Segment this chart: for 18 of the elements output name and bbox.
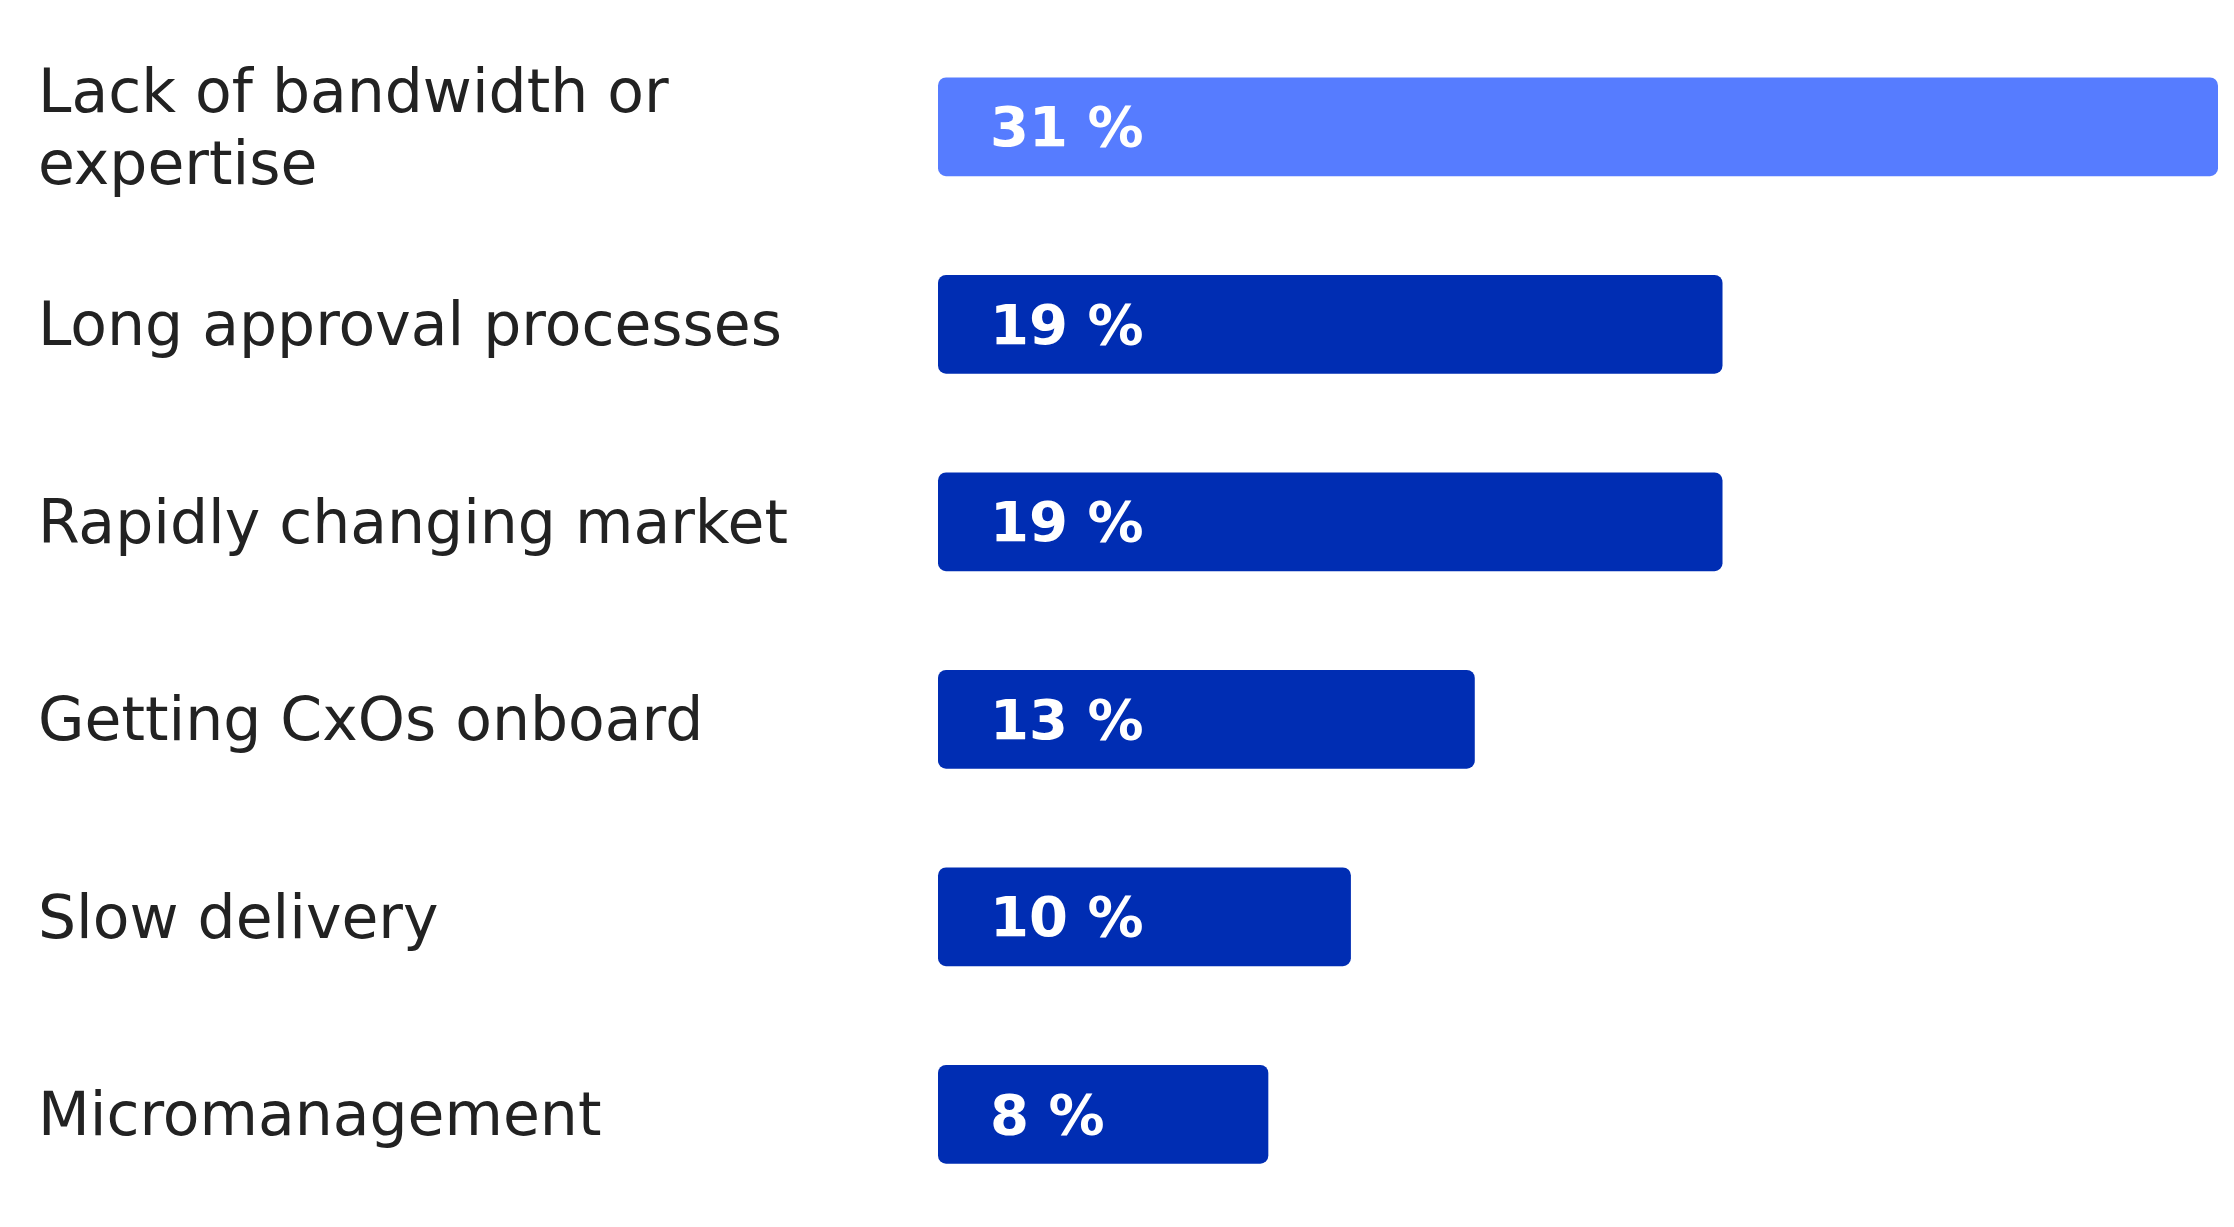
y-tick-label: Rapidly changing market [38, 486, 788, 557]
bar [938, 1064, 1269, 1164]
y-tick-label: Slow delivery [38, 881, 439, 952]
y-tick-label: Lack of bandwidth or expertise [38, 55, 670, 198]
data-label: 10 % [990, 884, 1144, 950]
bar [938, 274, 1723, 374]
y-tick-label: Getting CxOs onboard [38, 684, 704, 755]
bar [938, 472, 1723, 572]
bar [938, 669, 1475, 769]
bar [938, 77, 2218, 177]
bar [938, 867, 1351, 967]
y-tick-label: Long approval processes [38, 289, 783, 360]
data-label: 19 % [990, 489, 1144, 555]
data-label: 13 % [990, 686, 1144, 752]
data-label: 31 % [990, 94, 1144, 160]
data-label: 8 % [990, 1081, 1105, 1147]
data-label: 19 % [990, 291, 1144, 357]
y-tick-label: Micromanagement [38, 1079, 602, 1150]
